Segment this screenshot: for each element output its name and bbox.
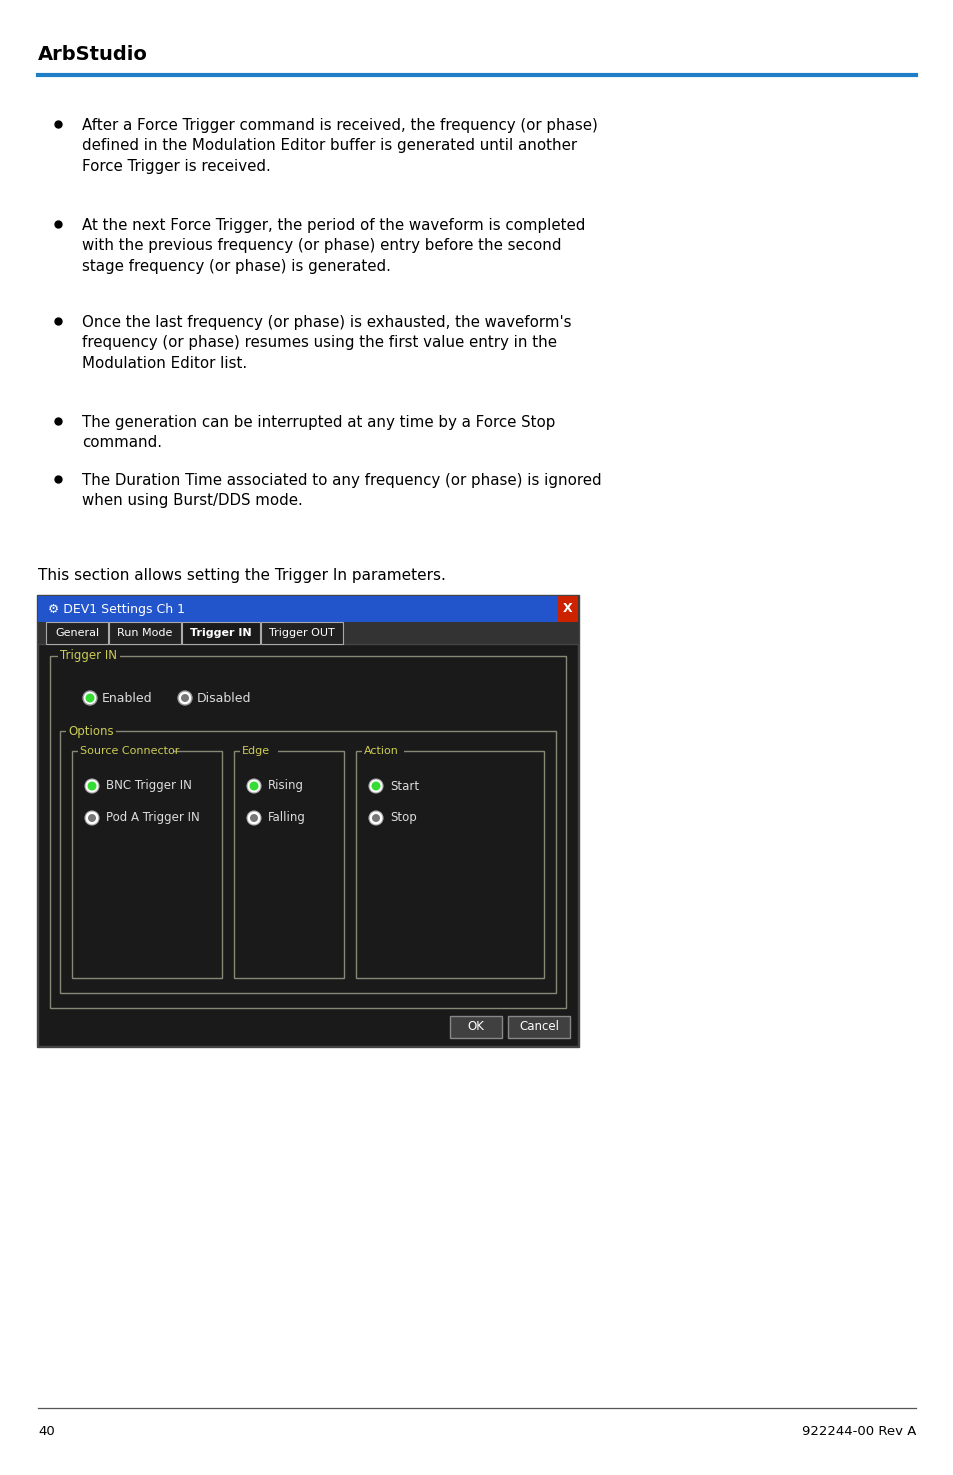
Circle shape: [369, 779, 382, 794]
Circle shape: [369, 811, 382, 825]
Text: ArbStudio: ArbStudio: [38, 46, 148, 65]
Bar: [109, 622, 181, 645]
Bar: [60, 732, 556, 993]
Text: Enabled: Enabled: [102, 692, 152, 705]
Bar: [38, 645, 578, 1046]
Text: Pod A Trigger IN: Pod A Trigger IN: [106, 811, 199, 825]
Circle shape: [247, 779, 261, 794]
Text: Source Connector: Source Connector: [80, 746, 179, 757]
Circle shape: [178, 690, 192, 705]
Bar: [66, 724, 116, 738]
Bar: [240, 743, 277, 757]
Text: BNC Trigger IN: BNC Trigger IN: [106, 779, 192, 792]
Text: Falling: Falling: [268, 811, 306, 825]
Circle shape: [88, 782, 96, 791]
Bar: [507, 1016, 569, 1038]
Text: Stop: Stop: [390, 811, 416, 825]
Circle shape: [83, 690, 97, 705]
Text: General: General: [55, 628, 99, 639]
Text: OK: OK: [467, 1021, 484, 1034]
Text: Start: Start: [390, 779, 418, 792]
Circle shape: [181, 695, 189, 702]
Bar: [558, 596, 578, 622]
Bar: [361, 743, 403, 757]
Text: The Duration Time associated to any frequency (or phase) is ignored
when using B: The Duration Time associated to any freq…: [82, 473, 601, 509]
Text: At the next Force Trigger, the period of the waveform is completed
with the prev: At the next Force Trigger, the period of…: [82, 218, 585, 274]
Text: Options: Options: [68, 724, 113, 738]
Bar: [261, 622, 343, 645]
Text: Trigger IN: Trigger IN: [190, 628, 252, 639]
Text: 922244-00 Rev A: 922244-00 Rev A: [801, 1425, 915, 1438]
Bar: [37, 594, 578, 1047]
Circle shape: [247, 811, 261, 825]
Circle shape: [250, 814, 257, 822]
Text: This section allows setting the Trigger In parameters.: This section allows setting the Trigger …: [38, 568, 445, 583]
Text: After a Force Trigger command is received, the frequency (or phase)
defined in t: After a Force Trigger command is receive…: [82, 118, 598, 174]
Bar: [355, 751, 543, 978]
Text: ⚙ DEV1 Settings Ch 1: ⚙ DEV1 Settings Ch 1: [48, 602, 185, 615]
Bar: [46, 622, 108, 645]
Circle shape: [371, 782, 380, 791]
Text: X: X: [562, 602, 572, 615]
Text: Rising: Rising: [268, 779, 304, 792]
Bar: [182, 622, 260, 645]
Text: Run Mode: Run Mode: [117, 628, 172, 639]
Text: Cancel: Cancel: [518, 1021, 558, 1034]
Text: Edge: Edge: [242, 746, 270, 757]
Bar: [450, 1016, 501, 1038]
Text: Trigger IN: Trigger IN: [60, 649, 117, 662]
Text: Disabled: Disabled: [196, 692, 252, 705]
Text: Action: Action: [364, 746, 398, 757]
Circle shape: [372, 814, 379, 822]
Bar: [38, 596, 578, 622]
Circle shape: [85, 779, 99, 794]
Circle shape: [86, 693, 94, 702]
Text: Trigger OUT: Trigger OUT: [269, 628, 335, 639]
Text: The generation can be interrupted at any time by a Force Stop
command.: The generation can be interrupted at any…: [82, 414, 555, 450]
Bar: [50, 656, 565, 1007]
Bar: [58, 649, 120, 662]
Text: Once the last frequency (or phase) is exhausted, the waveform's
frequency (or ph: Once the last frequency (or phase) is ex…: [82, 316, 571, 370]
Bar: [78, 743, 172, 757]
Bar: [71, 751, 222, 978]
Text: 40: 40: [38, 1425, 54, 1438]
Circle shape: [85, 811, 99, 825]
Bar: [233, 751, 344, 978]
Circle shape: [88, 814, 96, 822]
Circle shape: [250, 782, 258, 791]
